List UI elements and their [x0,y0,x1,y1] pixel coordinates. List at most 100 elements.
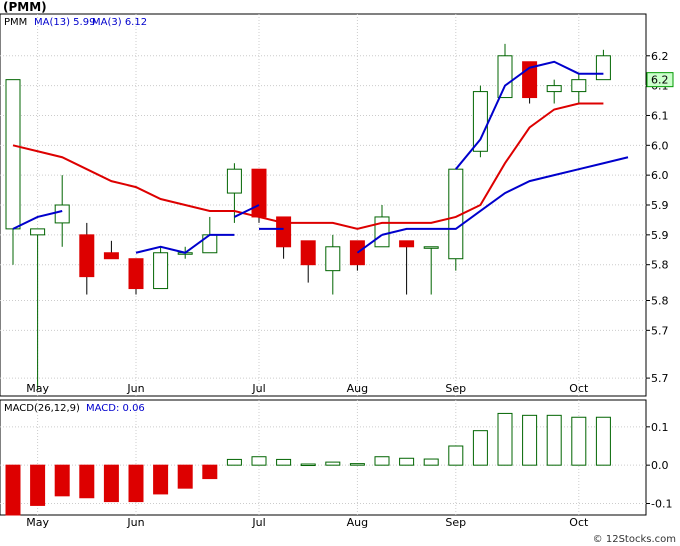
ma-blue-line [135,233,235,254]
candle [103,240,119,260]
price-y-tick-label: 6.0 [651,139,669,152]
moving-averages [12,60,629,254]
macd-y-tick-label: 0.0 [651,459,669,472]
x-tick-label-macd: Jul [251,516,265,529]
macd-bar [325,461,341,466]
macd-y-tick-label: 0.1 [651,421,669,434]
macd-bar [177,464,193,489]
x-tick-label-macd: Aug [347,516,368,529]
x-tick-label-price: May [26,382,49,395]
macd-bar [546,414,562,466]
price-y-axis: 5.75.75.85.85.95.96.06.06.16.16.26.2 [646,50,674,385]
macd-bar [472,430,488,466]
candle [325,234,341,295]
credit-text: © 12Stocks.com [593,534,676,545]
last-price-label: 6.2 [651,74,669,87]
candle-body-up [472,91,488,152]
candle-body-up [153,252,169,290]
candle [153,246,169,290]
macd-legend-item: MACD(26,12,9) [4,403,80,414]
price-y-tick-label: 6.2 [651,50,669,63]
candle-body-up [325,246,341,272]
macd-bar [399,457,415,466]
macd-histogram [5,412,611,516]
ma-blue-line [233,204,260,218]
candle-body-down [300,240,316,266]
macd-bar [103,464,119,503]
candle [300,240,316,283]
macd-bar [349,463,365,466]
macd-legend: MACD(26,12,9) MACD: 0.06 [4,403,145,414]
x-tick-label-macd: Oct [569,516,589,529]
macd-bar [226,458,242,466]
price-y-tick-label: 6.1 [651,109,669,122]
x-tick-label-macd: Sep [445,516,466,529]
macd-bar [202,464,218,480]
x-tick-label-macd: Jun [126,516,144,529]
x-tick-label-macd: May [26,516,49,529]
macd-bar [128,464,144,503]
candle-body-down [251,168,267,218]
macd-bar [30,464,46,506]
candle [472,85,488,158]
macd-bar [79,464,95,499]
price-y-tick-label: 6.0 [651,169,669,182]
candle-body-down [103,252,119,260]
candle-body-up [595,55,611,81]
ma-blue-line [356,234,383,254]
x-tick-label-price: Jul [251,382,265,395]
macd-bar [153,464,169,495]
candle [448,168,464,271]
macd-panel: 0.1 0.0 -0.1 MACD(26,12,9) MACD: 0.06 [0,399,672,516]
legend-item: MA(3) 6.12 [92,17,147,28]
candle-body-down [399,240,415,248]
candle [79,222,95,295]
macd-bar [448,445,464,466]
price-y-tick-label: 5.8 [651,295,669,308]
candle [226,163,242,223]
price-y-tick-label: 5.7 [651,324,669,337]
candle [571,73,587,104]
x-axis-labels: May May Jun Jun Jul Jul Aug Aug Sep Sep Oct Oct [26,382,589,529]
price-panel: 5.75.75.85.85.95.96.06.06.16.16.26.2 PMM… [0,13,674,397]
legend-item: MA(13) 5.99 [34,17,95,28]
macd-bar [5,464,21,516]
macd-legend-item: MACD: 0.06 [86,403,145,414]
candle [546,79,562,104]
ma-blue-line [455,60,604,170]
candlesticks [5,43,611,391]
last-price-marker: 6.2 [646,72,674,88]
candle-body-down [79,234,95,278]
macd-bar [300,463,316,467]
ma-red-line [12,102,604,230]
candle-body-up [571,79,587,93]
macd-bar [54,464,70,497]
macd-bar [374,456,390,466]
candle-body-up [5,79,21,230]
last-price-box [646,72,674,88]
x-tick-label-price: Aug [347,382,368,395]
candle [30,228,46,391]
candle [423,246,439,295]
candle-body-up [226,168,242,194]
candle [399,240,415,295]
x-tick-label-price: Oct [569,382,589,395]
candle-body-down [128,258,144,290]
macd-y-tick-label: -0.1 [651,498,672,511]
macd-bar [251,456,267,466]
macd-bar [276,458,292,466]
candle-body-down [276,216,292,248]
ma-blue-line [381,156,629,236]
price-y-tick-label: 5.9 [651,229,669,242]
candle [497,43,513,99]
chart-title: (PMM) [3,0,47,14]
macd-bar [497,412,513,466]
candle-body-up [497,55,513,99]
ma-blue-line [12,209,63,230]
macd-bar [522,414,538,466]
x-tick-label-price: Sep [445,382,466,395]
price-y-tick-label: 5.7 [651,372,669,385]
candle-body-up [30,228,46,236]
macd-bar [423,458,439,466]
